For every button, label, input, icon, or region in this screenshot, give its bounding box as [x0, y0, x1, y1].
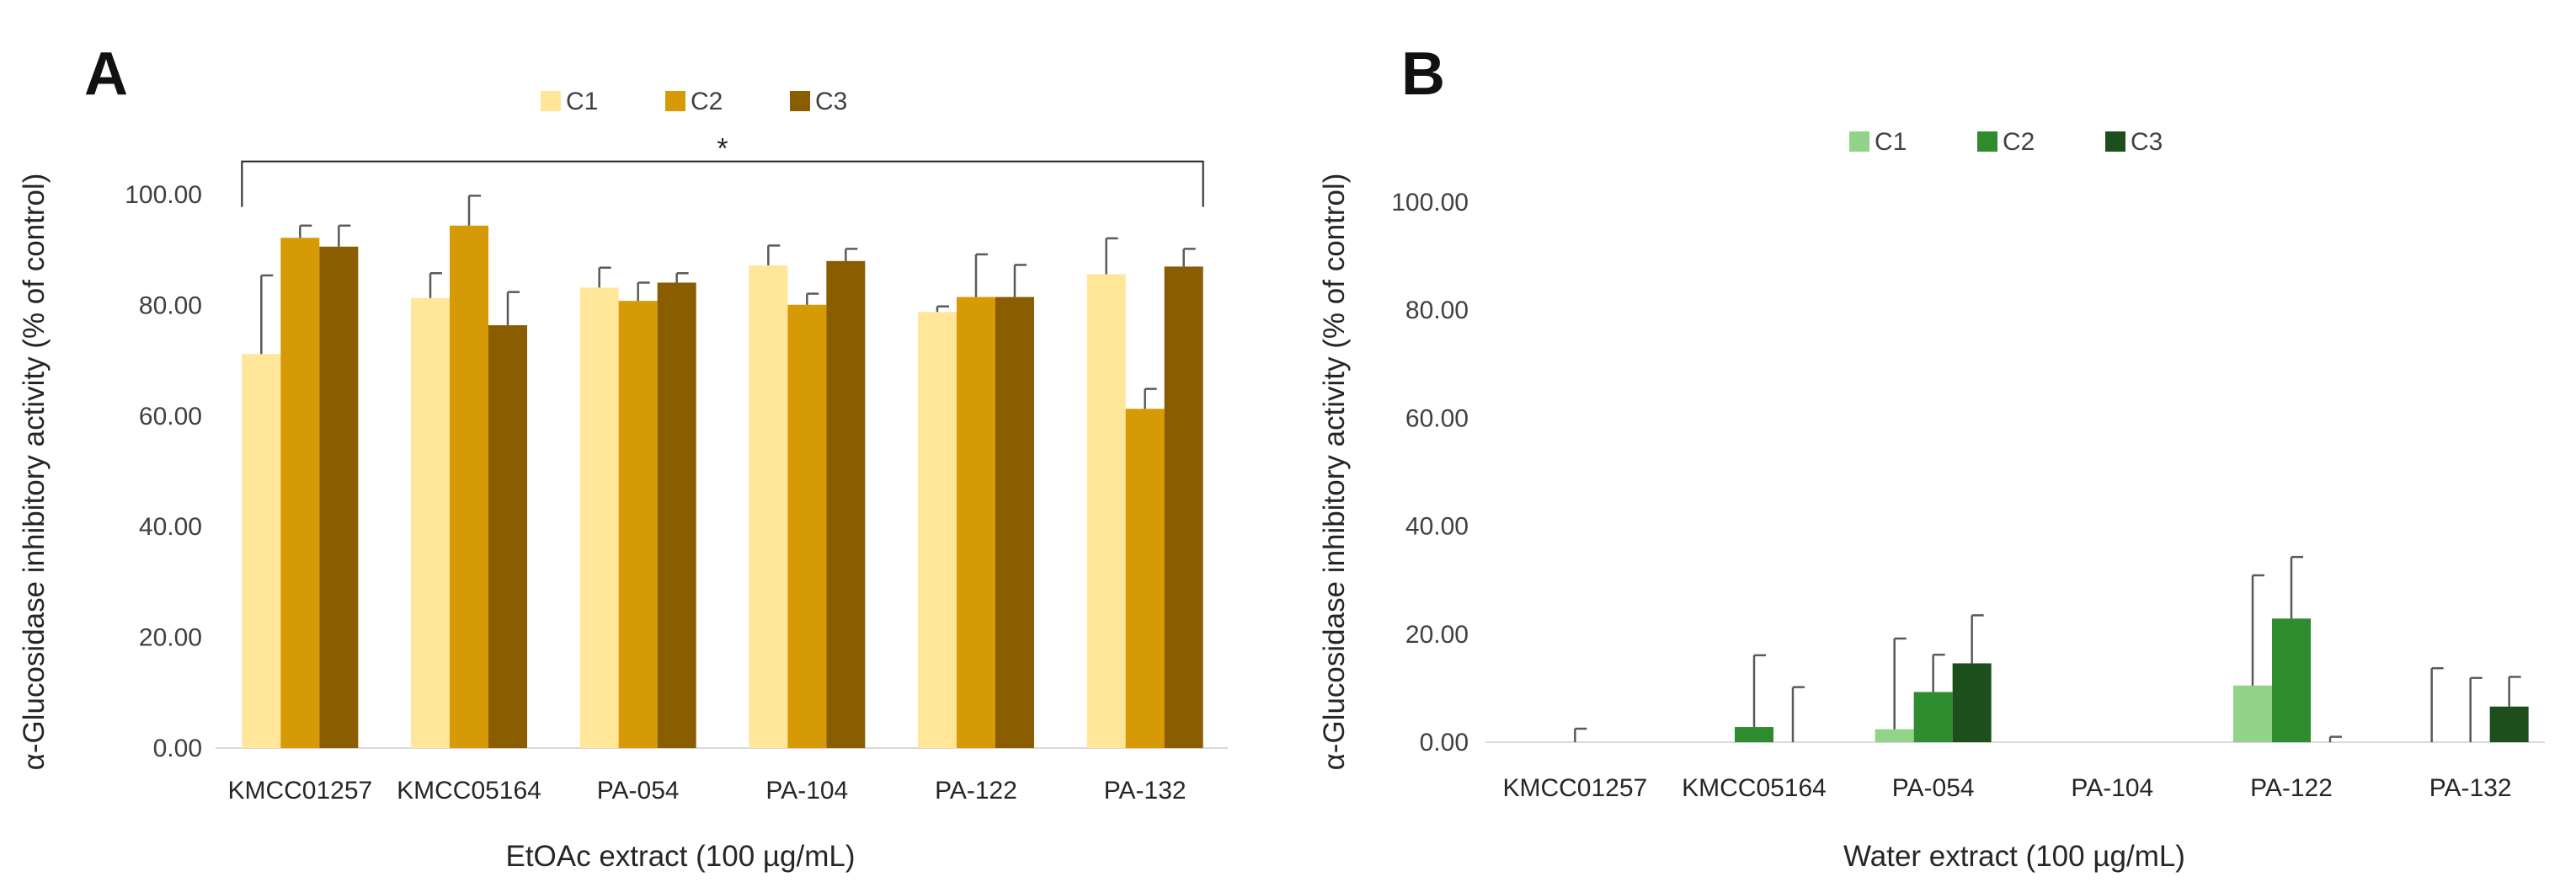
x-category-label: PA-054 — [1892, 774, 1975, 802]
significance-bracket — [241, 160, 1204, 207]
y-tick-label: 60.00 — [1405, 404, 1469, 432]
legend-swatch-c1 — [541, 91, 561, 111]
bar-c2-pa-054 — [1913, 692, 1953, 742]
bar-c1-pa-122 — [918, 312, 957, 748]
y-tick-label: 80.00 — [139, 291, 202, 319]
bar-c1-pa-104 — [749, 265, 788, 748]
legend-label-c2: C2 — [691, 88, 723, 115]
legend-label-c1: C1 — [1875, 128, 1907, 156]
legend-swatch-c1 — [1849, 131, 1869, 152]
x-category-label: KMCC01257 — [227, 777, 372, 805]
bar-c1-pa-054 — [1875, 729, 1914, 742]
x-category-label: PA-122 — [2250, 774, 2333, 802]
bar-c2-kmcc01257 — [280, 238, 320, 749]
y-tick-label: 0.00 — [153, 735, 202, 762]
y-tick-label: 60.00 — [139, 403, 202, 430]
chart-panel-b: 0.00 20.00 40.00 60.00 80.00 100.00 KMCC01257 K… — [1318, 128, 2545, 873]
bar-c1-pa-054 — [579, 287, 619, 749]
bar-c2-pa-132 — [1125, 409, 1165, 748]
bar-c2-kmcc05164 — [450, 225, 488, 748]
panel-a-letter: A — [84, 40, 128, 108]
legend-label-c3: C3 — [2131, 128, 2163, 156]
y-tick-label: 100.00 — [125, 181, 202, 209]
y-tick-label: 20.00 — [139, 624, 202, 652]
bar-c2-pa-054 — [618, 301, 658, 748]
x-category-label: PA-122 — [935, 777, 1017, 805]
bar-c2-pa-122 — [2272, 618, 2311, 742]
x-axis-title: EtOAc extract (100 µg/mL) — [505, 840, 855, 873]
x-category-label: PA-132 — [2429, 774, 2512, 802]
x-category-label: PA-104 — [2071, 774, 2153, 802]
y-tick-label: 40.00 — [1405, 513, 1469, 541]
x-category-label: PA-104 — [765, 777, 848, 805]
y-axis-title: α-Glucosidase inhibitory activity (% of … — [1318, 174, 1351, 771]
bar-c3-pa-104 — [826, 260, 866, 749]
legend-label-c3: C3 — [815, 88, 847, 115]
bar-c1-kmcc01257 — [242, 354, 281, 748]
legend-swatch-c3 — [2105, 131, 2125, 152]
legend-swatch-c2 — [665, 91, 685, 111]
y-tick-label: 40.00 — [139, 513, 202, 541]
panel-b-letter: B — [1401, 40, 1445, 108]
legend-label-c1: C1 — [566, 88, 598, 115]
bar-c3-pa-132 — [2489, 706, 2529, 742]
bar-c1-pa-122 — [2233, 685, 2272, 742]
legend-label-c2: C2 — [2003, 128, 2035, 156]
significance-star: * — [717, 133, 728, 165]
x-axis-title: Water extract (100 µg/mL) — [1843, 840, 2185, 873]
y-tick-label: 80.00 — [1405, 297, 1469, 324]
bar-c3-pa-132 — [1164, 266, 1203, 748]
bar-c1-kmcc05164 — [411, 297, 450, 748]
y-tick-label: 20.00 — [1405, 621, 1469, 649]
bar-c2-pa-104 — [787, 304, 827, 748]
x-category-label: KMCC05164 — [1682, 774, 1827, 802]
bar-c1-pa-132 — [1086, 274, 1126, 748]
y-tick-label: 100.00 — [1391, 189, 1469, 217]
legend-swatch-c2 — [1977, 131, 1997, 152]
bar-c2-kmcc05164 — [1735, 727, 1773, 742]
bar-c3-pa-122 — [995, 297, 1034, 748]
legend-swatch-c3 — [790, 91, 810, 111]
y-tick-label: 0.00 — [1420, 729, 1469, 757]
chart-panel-a: 0.00 20.00 40.00 60.00 80.00 100.00 KMCC01257 K… — [18, 88, 1228, 873]
bar-c3-kmcc05164 — [488, 325, 527, 748]
y-axis-title: α-Glucosidase inhibitory activity (% of … — [18, 174, 51, 771]
bar-c3-pa-054 — [657, 282, 696, 748]
x-category-label: KMCC01257 — [1502, 774, 1647, 802]
bar-c3-kmcc01257 — [319, 246, 359, 748]
x-category-label: PA-054 — [597, 777, 680, 805]
x-category-label: PA-132 — [1104, 777, 1187, 805]
x-category-label: KMCC05164 — [397, 777, 541, 805]
bar-c2-pa-122 — [957, 297, 995, 748]
bar-c3-pa-054 — [1952, 663, 1992, 742]
